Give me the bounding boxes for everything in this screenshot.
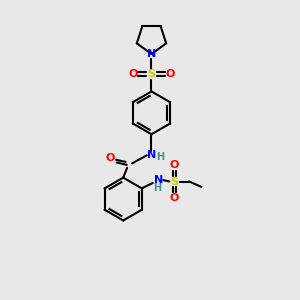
- Text: O: O: [170, 193, 179, 202]
- Text: N: N: [147, 150, 156, 160]
- Text: S: S: [148, 69, 155, 79]
- Text: O: O: [165, 69, 175, 79]
- Text: O: O: [128, 69, 138, 79]
- Text: O: O: [106, 153, 115, 163]
- Text: N: N: [147, 49, 156, 59]
- Text: N: N: [154, 175, 163, 185]
- Text: S: S: [170, 176, 178, 187]
- Text: O: O: [170, 160, 179, 170]
- Text: H: H: [156, 152, 164, 162]
- Text: H: H: [153, 183, 161, 193]
